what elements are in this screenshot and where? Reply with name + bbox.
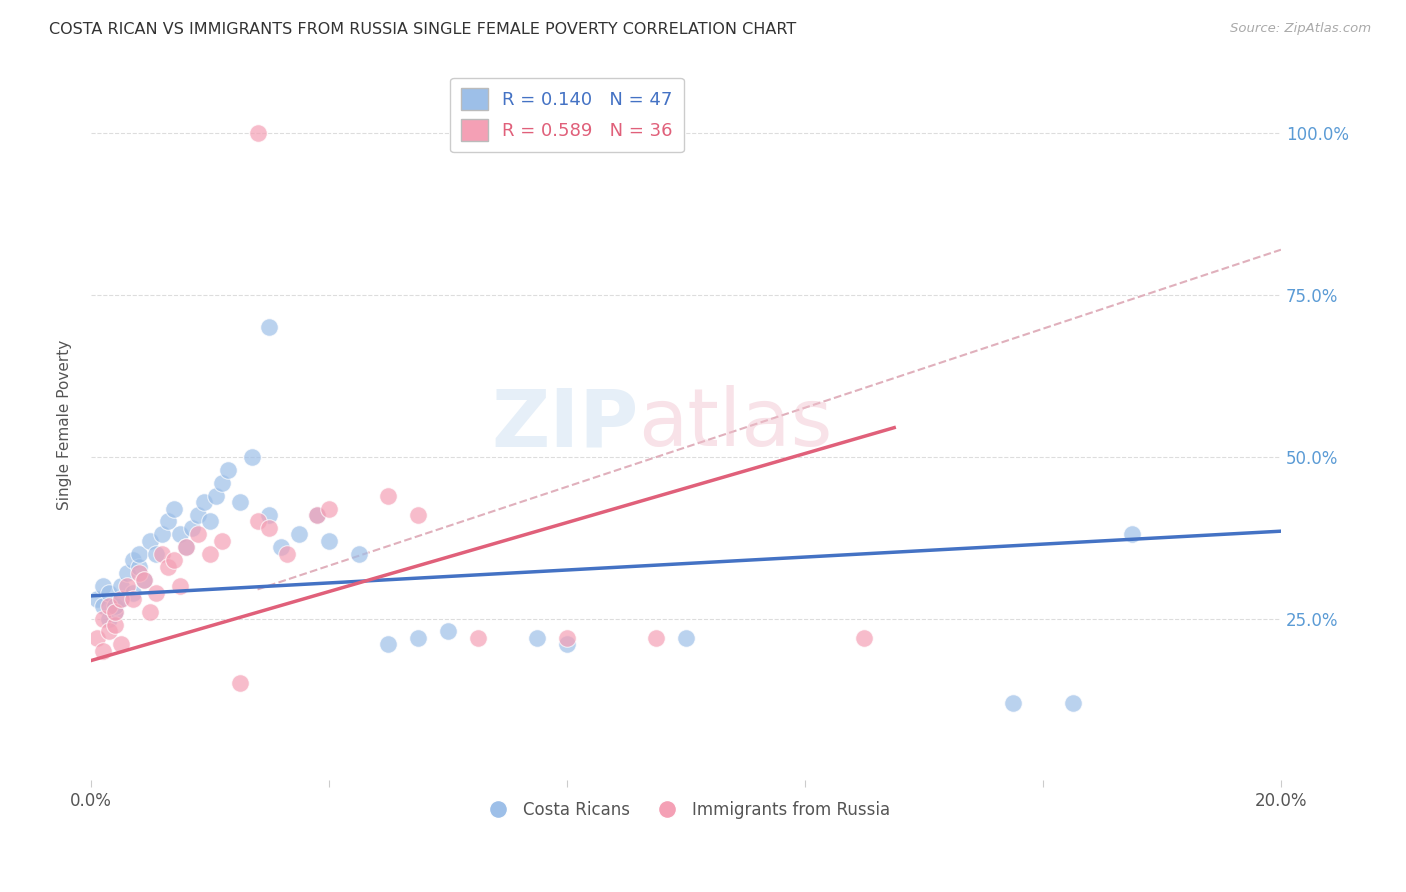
Point (555, 637, 578, 651)
Point (134, 573, 156, 587)
Point (121, 585, 143, 599)
Point (97, 599, 120, 613)
Point (437, 624, 460, 639)
Text: ZIP: ZIP (491, 385, 638, 464)
Point (377, 637, 399, 651)
Point (110, 637, 132, 651)
Point (150, 547, 173, 561)
Point (110, 592, 132, 607)
Point (526, 631, 548, 645)
Point (1002, 696, 1025, 710)
Point (555, 631, 578, 645)
Point (174, 541, 197, 555)
Point (181, 521, 204, 535)
Point (187, 527, 209, 541)
Point (318, 501, 340, 516)
Point (169, 527, 191, 541)
Point (104, 605, 127, 619)
Text: atlas: atlas (638, 385, 832, 464)
Point (288, 527, 311, 541)
Point (467, 631, 489, 645)
Point (97, 585, 120, 599)
Point (246, 515, 269, 529)
Point (217, 463, 239, 477)
Point (174, 541, 197, 555)
Point (139, 533, 162, 548)
Point (104, 599, 127, 613)
Point (145, 547, 167, 561)
Point (97, 624, 120, 639)
Point (134, 573, 156, 587)
Point (276, 547, 298, 561)
Point (115, 579, 138, 593)
Point (145, 585, 167, 599)
Point (246, 126, 269, 140)
Point (305, 508, 328, 522)
Point (347, 547, 370, 561)
Point (1121, 527, 1143, 541)
Text: Source: ZipAtlas.com: Source: ZipAtlas.com (1230, 22, 1371, 36)
Point (121, 592, 143, 607)
Point (104, 605, 127, 619)
Point (198, 515, 221, 529)
Point (139, 605, 162, 619)
Point (91, 644, 114, 658)
Point (91, 579, 114, 593)
Point (377, 489, 399, 503)
Point (270, 541, 292, 555)
Point (853, 631, 876, 645)
Point (406, 631, 429, 645)
Point (91, 611, 114, 625)
Text: COSTA RICAN VS IMMIGRANTS FROM RUSSIA SINGLE FEMALE POVERTY CORRELATION CHART: COSTA RICAN VS IMMIGRANTS FROM RUSSIA SI… (49, 22, 796, 37)
Point (1062, 696, 1084, 710)
Y-axis label: Single Female Poverty: Single Female Poverty (58, 339, 72, 509)
Point (406, 508, 429, 522)
Point (86, 592, 108, 607)
Point (86, 631, 108, 645)
Point (228, 495, 250, 509)
Point (115, 566, 138, 581)
Point (205, 489, 228, 503)
Point (128, 566, 150, 581)
Point (163, 501, 186, 516)
Point (187, 508, 209, 522)
Point (97, 611, 120, 625)
Point (675, 631, 697, 645)
Point (259, 320, 281, 334)
Point (128, 559, 150, 574)
Point (193, 495, 215, 509)
Point (318, 533, 340, 548)
Point (198, 547, 221, 561)
Point (104, 618, 127, 632)
Point (110, 592, 132, 607)
Point (110, 579, 132, 593)
Point (150, 527, 173, 541)
Point (128, 547, 150, 561)
Point (259, 521, 281, 535)
Point (169, 579, 191, 593)
Legend: Costa Ricans, Immigrants from Russia: Costa Ricans, Immigrants from Russia (475, 794, 897, 825)
Point (157, 559, 180, 574)
Point (645, 631, 668, 645)
Point (240, 450, 263, 464)
Point (211, 475, 233, 490)
Point (211, 533, 233, 548)
Point (259, 508, 281, 522)
Point (228, 676, 250, 690)
Point (157, 515, 180, 529)
Point (305, 508, 328, 522)
Point (163, 553, 186, 567)
Point (91, 599, 114, 613)
Point (121, 553, 143, 567)
